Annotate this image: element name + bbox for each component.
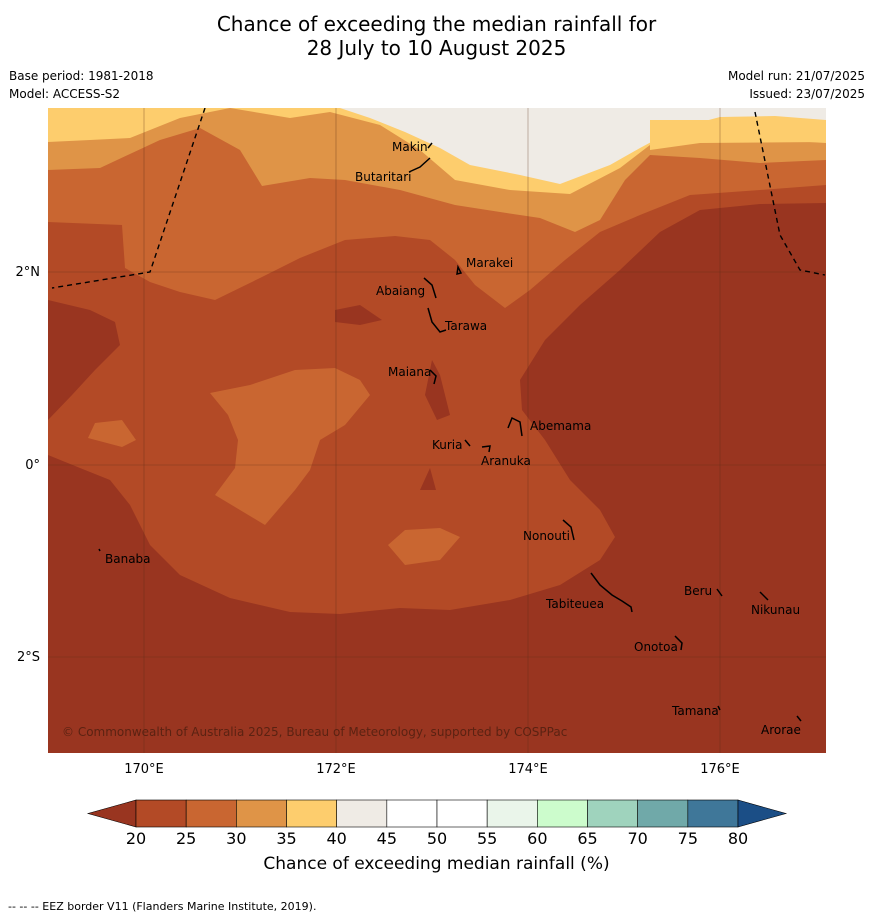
colorbar-segment: [486, 799, 538, 828]
label-kuria: Kuria: [432, 438, 463, 452]
colorbar: 20 25 30 35 40 45 50 55 60 65 70 75 80: [86, 799, 788, 848]
band-below-20-tarawa: [335, 305, 382, 325]
band-25-30-west: [88, 420, 136, 447]
colorbar-segment: [236, 799, 287, 828]
eez-footnote: -- -- -- EEZ border V11 (Flanders Marine…: [8, 900, 317, 913]
base-period: Base period: 1981-2018: [9, 69, 154, 83]
island-tabiteuea: [590, 572, 633, 613]
colorbar-tick-label: 45: [377, 829, 397, 848]
island-banaba: [98, 548, 101, 552]
island-nikunau: [759, 591, 769, 601]
model-run: Model run: 21/07/2025: [727, 69, 865, 83]
colorbar-segment: [386, 799, 438, 828]
lat-label-0: 0°: [25, 458, 40, 473]
colorbar-tick-label: 50: [427, 829, 447, 848]
band-below-20-west: [48, 300, 120, 420]
title-line-2: 28 July to 10 August 2025: [306, 36, 567, 60]
chart-title: Chance of exceeding the median rainfall …: [0, 12, 873, 60]
band-25-30-south: [388, 528, 460, 565]
band-35-40-east: [650, 120, 826, 150]
colorbar-extend-high: [737, 799, 788, 828]
band-25-30-central: [210, 368, 370, 525]
colorbar-tick-label: 80: [728, 829, 748, 848]
colorbar-segment: [637, 799, 689, 828]
band-40-45: [48, 108, 826, 184]
colorbar-segment: [436, 799, 488, 828]
island-nonouti: [562, 519, 575, 541]
gridlines: [48, 108, 826, 753]
label-tamana: Tamana: [671, 704, 719, 718]
label-onotoa: Onotoa: [634, 640, 678, 654]
label-tabiteuea: Tabiteuea: [545, 597, 604, 611]
label-nonouti: Nonouti: [523, 529, 570, 543]
colorbar-tick-label: 60: [527, 829, 547, 848]
band-below-20-maiana: [425, 360, 450, 420]
label-abemama: Abemama: [530, 419, 591, 433]
island-maiana: [429, 369, 437, 385]
lon-label-172e: 172°E: [316, 762, 356, 777]
colorbar-tick-label: 70: [627, 829, 647, 848]
colorbar-tick-label: 25: [176, 829, 196, 848]
label-nikunau: Nikunau: [751, 603, 800, 617]
colorbar-tick-label: 65: [577, 829, 597, 848]
label-makin: Makin: [392, 140, 428, 154]
island-butaritari: [408, 157, 431, 173]
island-abaiang: [423, 277, 437, 299]
colorbar-title: Chance of exceeding median rainfall (%): [263, 854, 610, 874]
lon-label-176e: 176°E: [700, 762, 740, 777]
colorbar-extend-low: [86, 799, 137, 828]
band-below-20-east: [48, 203, 826, 753]
colorbar-segment: [587, 799, 638, 828]
island-tamana: [717, 705, 721, 711]
island-makin: [427, 142, 433, 149]
colorbar-tick-label: 75: [678, 829, 698, 848]
colorbar-segment: [185, 799, 237, 828]
colorbar-segment: [286, 799, 337, 828]
rainfall-map: Makin Butaritari Marakei Abaiang Tarawa …: [48, 108, 826, 753]
island-onotoa: [674, 635, 683, 651]
colorbar-tick-label: 40: [326, 829, 346, 848]
lon-label-174e: 174°E: [508, 762, 548, 777]
meta-left: Base period: 1981-2018 Model: ACCESS-S2: [9, 67, 154, 103]
colorbar-segment: [336, 799, 388, 828]
island-kuria: [464, 439, 471, 447]
island-aranuka: [481, 445, 491, 453]
meta-right: Model run: 21/07/2025 Issued: 23/07/2025: [728, 67, 865, 103]
copyright-notice: © Commonwealth of Australia 2025, Bureau…: [62, 725, 567, 739]
label-arorae: Arorae: [761, 723, 801, 737]
colorbar-tick-label: 30: [226, 829, 246, 848]
colorbar-tick-label: 20: [126, 829, 146, 848]
colorbar-segment: [687, 799, 739, 828]
island-beru: [716, 588, 723, 597]
axis-labels: 2°N 0° 2°S 170°E 172°E 174°E 176°E: [16, 265, 740, 777]
label-abaiang: Abaiang: [376, 284, 425, 298]
colorbar-segment: [135, 799, 187, 828]
island-tarawa: [427, 307, 447, 333]
band-40-45-top: [360, 108, 625, 142]
lat-label-2n: 2°N: [16, 265, 41, 280]
lon-label-170e: 170°E: [124, 762, 164, 777]
band-below-20-kuria: [420, 468, 436, 490]
colorbar-tick-label: 55: [477, 829, 497, 848]
lat-label-2s: 2°S: [17, 650, 40, 665]
colorbar-tick-label: 35: [276, 829, 296, 848]
island-arorae: [796, 715, 802, 722]
title-line-1: Chance of exceeding the median rainfall …: [216, 12, 657, 36]
label-tarawa: Tarawa: [444, 319, 487, 333]
issued-date: Issued: 23/07/2025: [749, 87, 865, 101]
label-marakei: Marakei: [466, 256, 513, 270]
label-beru: Beru: [684, 584, 712, 598]
islands: [98, 142, 802, 722]
eez-border: [51, 108, 826, 289]
label-maiana: Maiana: [388, 365, 431, 379]
place-labels: Makin Butaritari Marakei Abaiang Tarawa …: [105, 140, 801, 737]
island-abemama: [507, 416, 523, 437]
island-marakei: [456, 264, 463, 275]
label-butaritari: Butaritari: [355, 170, 412, 184]
colorbar-segment: [537, 799, 588, 828]
model-name: Model: ACCESS-S2: [9, 87, 121, 101]
label-banaba: Banaba: [105, 552, 151, 566]
label-aranuka: Aranuka: [481, 454, 531, 468]
